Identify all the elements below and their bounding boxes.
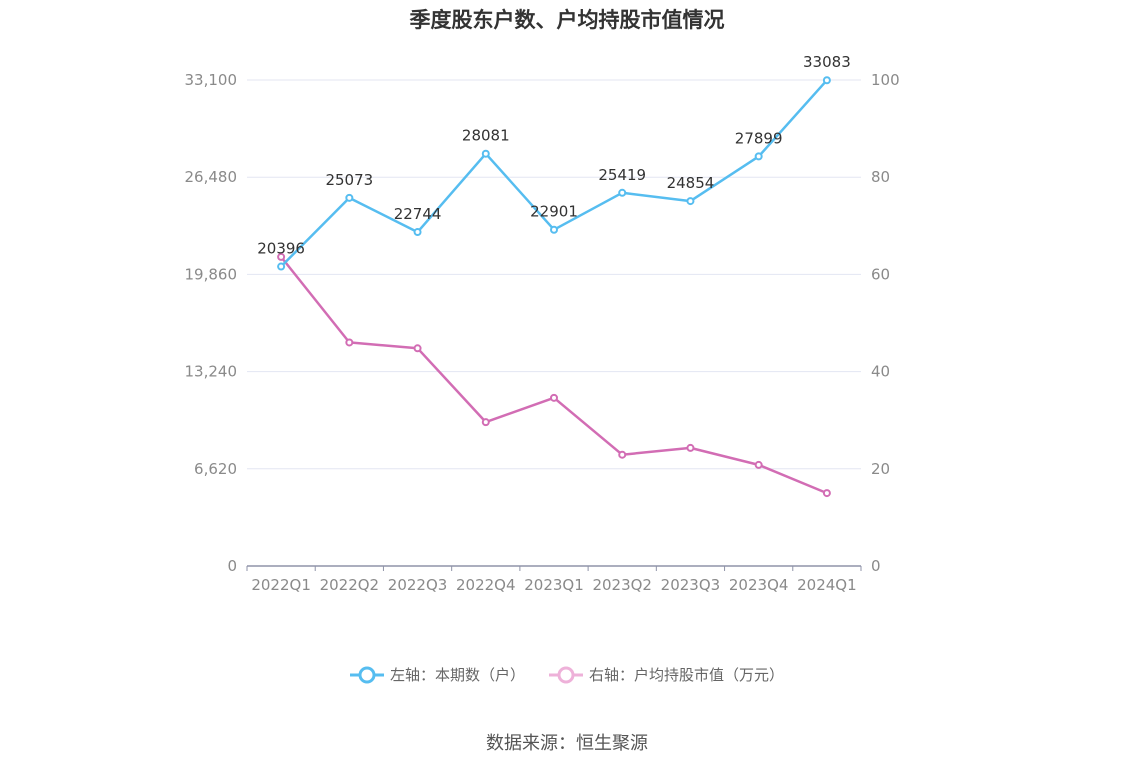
data-label: 33083: [803, 53, 851, 71]
data-point: [481, 418, 490, 427]
left-tick-label: 19,860: [185, 265, 238, 283]
x-tick-label: 2022Q4: [456, 576, 516, 594]
legend-line-icon: [549, 666, 583, 683]
left-tick-label: 33,100: [185, 71, 238, 89]
x-tick-label: 2023Q4: [729, 576, 789, 594]
data-label: 24854: [667, 174, 715, 192]
legend-item-households[interactable]: 左轴：本期数（户）: [349, 664, 525, 685]
x-tick-label: 2024Q1: [797, 576, 857, 594]
data-point: [413, 344, 422, 353]
data-source: 数据来源：恒生聚源: [486, 733, 648, 754]
data-label: 25073: [325, 171, 373, 189]
series-layer: 20396 25073 22744 28081 22901 25419 24854 27899…: [257, 53, 851, 498]
data-point: [345, 193, 354, 202]
legend-label-households: 左轴：本期数（户）: [389, 666, 525, 684]
x-tick-label: 2023Q3: [661, 576, 721, 594]
left-tick-label: 13,240: [185, 363, 238, 381]
data-point: [754, 460, 763, 469]
x-tick-label: 2023Q1: [524, 576, 584, 594]
data-label: 20396: [257, 240, 305, 258]
data-label: 25419: [598, 166, 646, 184]
right-tick-label: 40: [871, 363, 890, 381]
x-axis: 2022Q1 2022Q2 2022Q3 2022Q4 2023Q1 2023Q2 2023…: [246, 565, 862, 594]
data-point: [686, 197, 695, 206]
right-axis: 0 20 40 60 80 100: [871, 71, 900, 575]
data-point: [277, 262, 286, 271]
data-point: [277, 252, 286, 261]
right-tick-label: 80: [871, 168, 890, 186]
right-tick-label: 100: [871, 71, 900, 89]
left-axis: 0 6,620 13,240 19,860 26,480 33,100: [185, 71, 238, 575]
data-point: [345, 338, 354, 347]
data-label: 27899: [735, 129, 783, 147]
legend-line-icon: [349, 666, 384, 683]
data-point: [413, 228, 422, 237]
left-tick-label: 0: [227, 557, 237, 575]
data-point: [550, 225, 558, 234]
data-point: [618, 450, 627, 459]
data-point: [550, 393, 558, 402]
data-point: [822, 76, 831, 85]
x-tick-label: 2023Q2: [592, 576, 652, 594]
right-tick-label: 60: [871, 265, 890, 283]
data-point: [686, 443, 695, 452]
x-tick-label: 2022Q1: [251, 576, 311, 594]
data-label: 22744: [394, 205, 442, 223]
left-tick-label: 6,620: [194, 460, 237, 478]
x-tick-label: 2022Q3: [388, 576, 448, 594]
legend: 左轴：本期数（户） 右轴：户均持股市值（万元）: [0, 664, 1134, 685]
data-point: [822, 489, 831, 498]
data-label: 28081: [462, 127, 510, 145]
legend-item-avg-value[interactable]: 右轴：户均持股市值（万元）: [549, 664, 784, 685]
legend-label-avg-value: 右轴：户均持股市值（万元）: [589, 666, 785, 684]
left-tick-label: 26,480: [185, 168, 238, 186]
series-line: [280, 256, 828, 495]
right-tick-label: 20: [871, 460, 890, 478]
chart-title: 季度股东户数、户均持股市值情况: [409, 8, 725, 32]
data-label: 22901: [530, 203, 578, 221]
right-tick-label: 0: [871, 557, 881, 575]
data-point: [618, 188, 627, 197]
x-tick-label: 2022Q2: [320, 576, 380, 594]
data-point: [481, 149, 490, 158]
data-point: [754, 152, 763, 161]
